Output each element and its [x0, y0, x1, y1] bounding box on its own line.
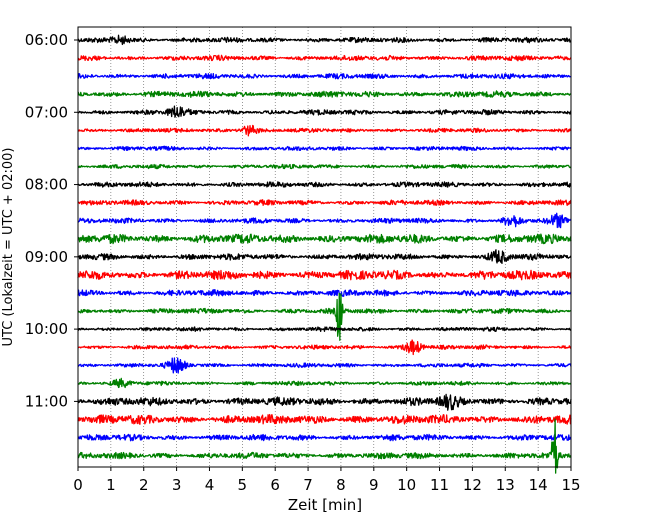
- trace-1000: [77, 326, 572, 332]
- x-tick-label: 12: [463, 476, 482, 494]
- trace-1100: [77, 393, 572, 411]
- x-tick-label: 8: [336, 476, 346, 494]
- trace-1015: [77, 339, 572, 356]
- y-tick-label: 10:00: [25, 320, 68, 338]
- trace-0645: [77, 90, 572, 98]
- y-axis-label: UTC (Lokalzeit = UTC + 02:00): [1, 148, 16, 347]
- trace-0845: [77, 233, 572, 245]
- x-tick-label: 0: [73, 476, 83, 494]
- trace-1030: [77, 357, 572, 374]
- trace-0800: [77, 181, 572, 188]
- x-tick-label: 3: [172, 476, 182, 494]
- y-axis-ticks: 06:00 07:00 08:00 09:00 10:00 11:00: [25, 31, 78, 410]
- trace-0830: [77, 212, 572, 229]
- trace-0600: [77, 34, 572, 46]
- x-tick-label: 9: [369, 476, 379, 494]
- x-tick-label: 11: [430, 476, 449, 494]
- y-tick-label: 06:00: [25, 31, 68, 49]
- x-tick-label: 10: [397, 476, 416, 494]
- seismic-traces: [77, 34, 572, 474]
- x-tick-label: 5: [238, 476, 248, 494]
- trace-1045: [77, 377, 572, 389]
- x-tick-label: 4: [205, 476, 215, 494]
- trace-0815: [77, 199, 572, 207]
- trace-1130: [77, 433, 572, 442]
- plot-frame: [77, 26, 572, 468]
- y-tick-label: 09:00: [25, 248, 68, 266]
- trace-0730: [77, 145, 572, 152]
- trace-0630: [77, 72, 572, 80]
- x-tick-label: 1: [106, 476, 116, 494]
- trace-0745: [77, 163, 572, 170]
- x-tick-label: 13: [496, 476, 515, 494]
- trace-0945: [77, 292, 572, 341]
- trace-1115: [77, 413, 572, 425]
- trace-1145: [77, 418, 572, 474]
- trace-0615: [77, 54, 572, 62]
- trace-0900: [77, 249, 572, 265]
- y-tick-label: 11:00: [25, 392, 68, 410]
- y-tick-label: 07:00: [25, 103, 68, 121]
- x-axis-label: Zeit [min]: [288, 496, 362, 514]
- x-tick-label: 2: [139, 476, 149, 494]
- trace-0715: [77, 124, 572, 137]
- minute-grid: [110, 27, 539, 467]
- trace-0700: [77, 105, 572, 118]
- x-tick-label: 14: [529, 476, 548, 494]
- x-tick-label: 6: [270, 476, 280, 494]
- x-axis-ticks: 0 1 2 3 4 5 6 7 8 9 10 11 12 13 14 15: [73, 467, 581, 494]
- x-tick-label: 15: [561, 476, 580, 494]
- trace-0930: [77, 289, 572, 297]
- x-tick-label: 7: [303, 476, 313, 494]
- y-tick-label: 08:00: [25, 176, 68, 194]
- trace-0915: [77, 269, 572, 281]
